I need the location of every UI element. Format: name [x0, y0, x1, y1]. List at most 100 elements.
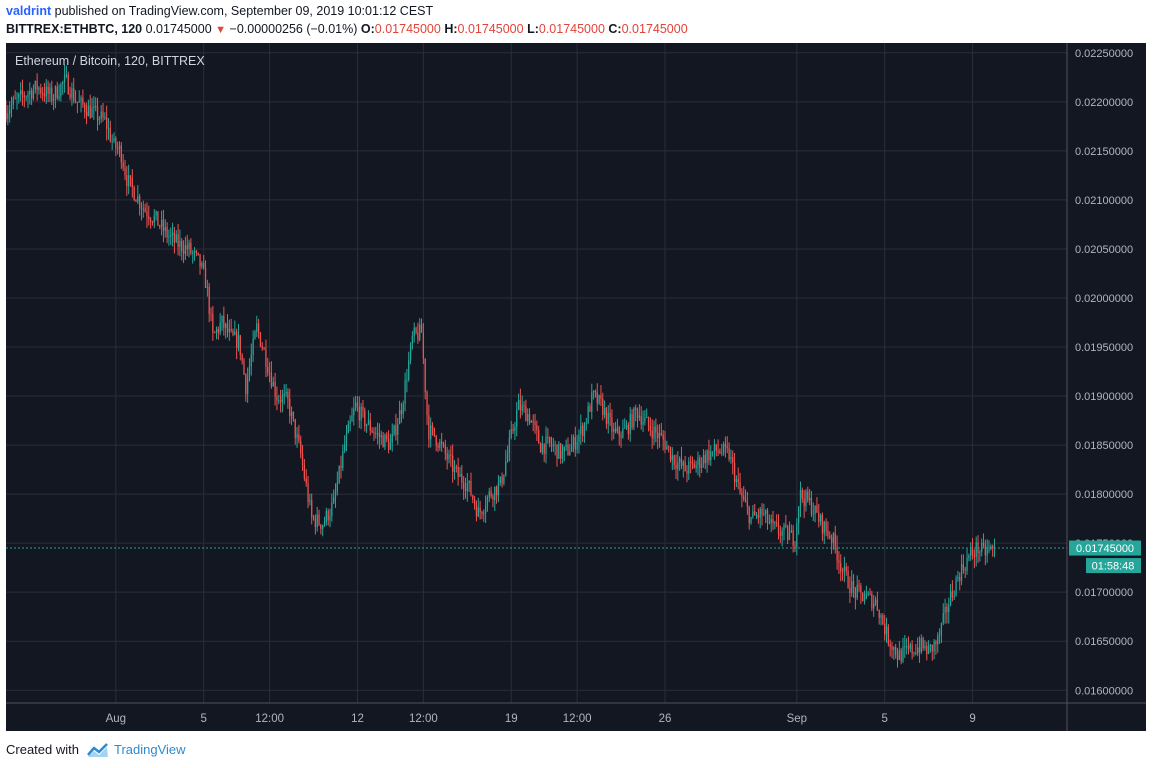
- candle-body: [373, 432, 375, 434]
- candle-body: [847, 570, 849, 588]
- candle-body: [748, 506, 750, 524]
- candle-body: [882, 615, 884, 624]
- time-axis[interactable]: Aug 5 12:00 12 12:00 19 12:00 26 Sep 5 9: [106, 713, 976, 725]
- candle-body: [494, 486, 496, 500]
- candle-body: [296, 434, 298, 438]
- candle-body: [825, 521, 827, 531]
- candle-body: [554, 444, 556, 446]
- candle-body: [259, 332, 262, 347]
- candle-body: [241, 354, 243, 361]
- candle-body: [600, 395, 602, 399]
- candle-body: [552, 445, 554, 447]
- candle-body: [281, 395, 284, 403]
- candle-body: [257, 323, 260, 333]
- candle-body: [988, 547, 990, 550]
- candle-body: [838, 560, 840, 563]
- candle-body: [512, 429, 514, 431]
- candle-body: [160, 219, 163, 227]
- candle-body: [743, 496, 745, 500]
- candle-body: [201, 263, 203, 267]
- candle-body: [9, 110, 11, 114]
- candle-body: [316, 514, 318, 528]
- candle-body: [157, 211, 159, 226]
- time-tick-label: 5: [881, 713, 887, 725]
- candle-body: [431, 425, 434, 428]
- candle-body: [653, 426, 655, 439]
- candle-body: [289, 398, 291, 416]
- candle-body: [981, 542, 983, 553]
- candle-body: [832, 533, 835, 543]
- candle-body: [572, 437, 575, 446]
- candle-body: [268, 372, 271, 374]
- candle-body: [406, 379, 408, 381]
- candle-body: [354, 402, 357, 409]
- candle-body: [126, 175, 128, 187]
- candle-body: [829, 535, 831, 538]
- candle-body: [221, 315, 223, 323]
- candle-body: [6, 111, 7, 119]
- candle-body: [810, 497, 813, 515]
- candle-body: [679, 458, 681, 463]
- candle-body: [384, 434, 386, 448]
- candle-body: [560, 443, 562, 459]
- candle-body: [466, 483, 468, 491]
- candle-body: [360, 406, 362, 421]
- candle-body: [76, 101, 79, 103]
- candle-body: [688, 461, 690, 474]
- candle-body: [561, 451, 564, 459]
- candle-body: [506, 452, 509, 462]
- candle-body: [486, 496, 489, 507]
- candle-body: [142, 208, 144, 210]
- candle-body: [47, 86, 49, 94]
- candle-body: [948, 605, 950, 612]
- candle-body: [940, 623, 943, 635]
- candle-body: [246, 376, 249, 395]
- candle-body: [301, 453, 304, 465]
- candle-body: [82, 97, 84, 105]
- candle-body: [906, 646, 908, 648]
- candle-body: [111, 140, 113, 142]
- candle-body: [492, 496, 494, 500]
- candle-body: [576, 442, 578, 450]
- candle-body: [675, 464, 677, 470]
- candle-body: [730, 457, 732, 460]
- candle-body: [25, 97, 27, 99]
- candle-body: [794, 545, 796, 548]
- candle-body: [214, 332, 216, 334]
- candle-body: [766, 510, 769, 524]
- candle-body: [717, 450, 719, 452]
- candle-body: [785, 525, 787, 527]
- candle-body: [646, 417, 648, 419]
- candle-body: [20, 90, 22, 94]
- candle-body: [823, 521, 825, 534]
- author-link[interactable]: valdrint: [6, 4, 52, 18]
- candle-body: [922, 638, 924, 649]
- candle-body: [708, 450, 710, 461]
- candle-body: [931, 644, 933, 652]
- candle-body: [845, 566, 847, 571]
- candle-body: [510, 429, 512, 438]
- candle-body: [272, 381, 274, 387]
- candle-body: [203, 263, 205, 268]
- price-chart[interactable]: 0.02250000 0.02200000 0.02150000 0.02100000…: [6, 43, 1146, 731]
- candle-body: [146, 211, 148, 217]
- candle-body: [102, 111, 104, 118]
- candle-body: [188, 242, 190, 250]
- candle-body: [622, 428, 624, 438]
- candle-body: [776, 522, 778, 524]
- candle-body: [450, 454, 452, 456]
- candle-body: [98, 118, 100, 121]
- tradingview-link[interactable]: TradingView: [114, 742, 186, 757]
- candle-body: [686, 471, 688, 474]
- candle-body: [982, 542, 985, 546]
- time-tick-label: 12:00: [255, 713, 284, 725]
- candle-body: [404, 380, 406, 404]
- candle-body: [710, 451, 712, 461]
- time-tick-label: 9: [969, 713, 975, 725]
- candle-body: [415, 327, 417, 333]
- candle-body: [397, 424, 399, 435]
- candle-body: [644, 417, 646, 422]
- candle-body: [792, 530, 794, 546]
- candle-body: [113, 138, 115, 141]
- candle-body: [539, 443, 542, 453]
